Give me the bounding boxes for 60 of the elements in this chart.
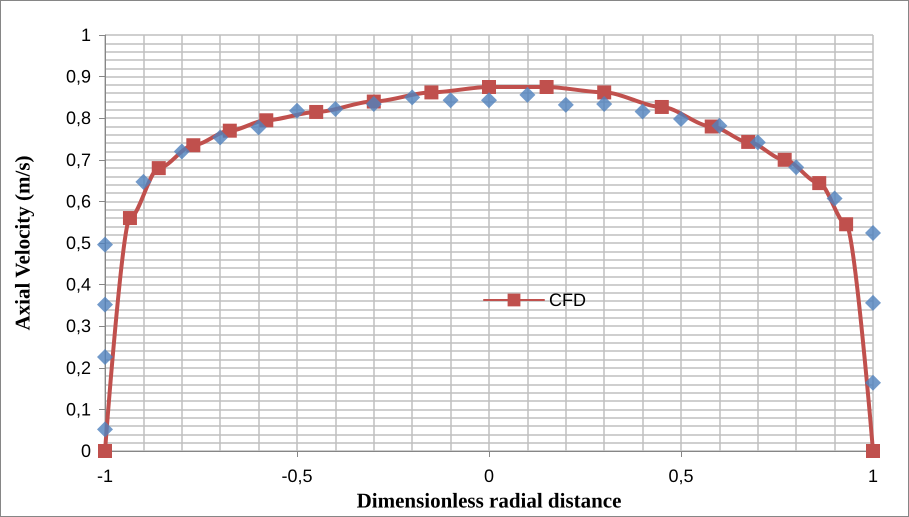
point [778,152,792,167]
y-axis-title: Axial Velocity (m/s) [10,156,34,330]
legend-label: CFD [549,290,586,310]
point [97,421,113,438]
point [174,143,190,160]
y-tick-label: 0,9 [66,66,91,87]
point [634,104,651,120]
y-tick-label: 0,2 [66,358,91,378]
point [152,161,166,176]
point [135,174,152,190]
y-tick-label: 0,8 [66,108,91,128]
point [866,444,880,458]
point [97,236,113,253]
point [424,85,438,100]
point [673,111,689,128]
point [812,176,826,190]
point [309,104,324,119]
y-tick-label: 0,5 [66,233,91,253]
x-tick-label: 1 [868,466,878,486]
point [250,119,267,136]
point [404,89,420,106]
point [865,374,881,391]
x-axis-title: Dimensionless radial distance [356,488,622,512]
point [839,217,854,232]
point [750,134,766,150]
point [97,296,113,313]
point [97,348,113,365]
point [597,85,612,100]
point [540,80,554,94]
y-tick-label: 0,7 [66,150,91,170]
point [596,96,612,112]
point [482,80,496,94]
point [558,96,574,113]
point [366,96,382,112]
point [289,102,305,119]
point [212,129,228,146]
x-tick-label: -1 [96,466,114,486]
point [186,138,200,152]
x-tick-label: -0,5 [281,466,313,486]
x-tick-label: 0,5 [668,466,694,486]
point [222,124,237,138]
y-tick-label: 0,1 [66,399,91,420]
point [654,100,669,114]
point [711,118,728,134]
y-tick-label: 1 [80,25,91,45]
y-tick-label: 0,4 [66,274,91,295]
x-tick-label: 0 [484,466,494,486]
y-tick-label: 0,6 [66,191,91,212]
point [788,159,804,176]
point [519,86,536,103]
point [826,190,843,206]
point [327,101,344,118]
point [442,92,459,108]
y-tick-label: 0 [80,441,91,461]
point [122,211,137,226]
point [98,444,112,458]
point [481,92,497,108]
point [865,294,881,311]
y-tick-label: 0,3 [66,316,91,336]
point [865,225,881,242]
